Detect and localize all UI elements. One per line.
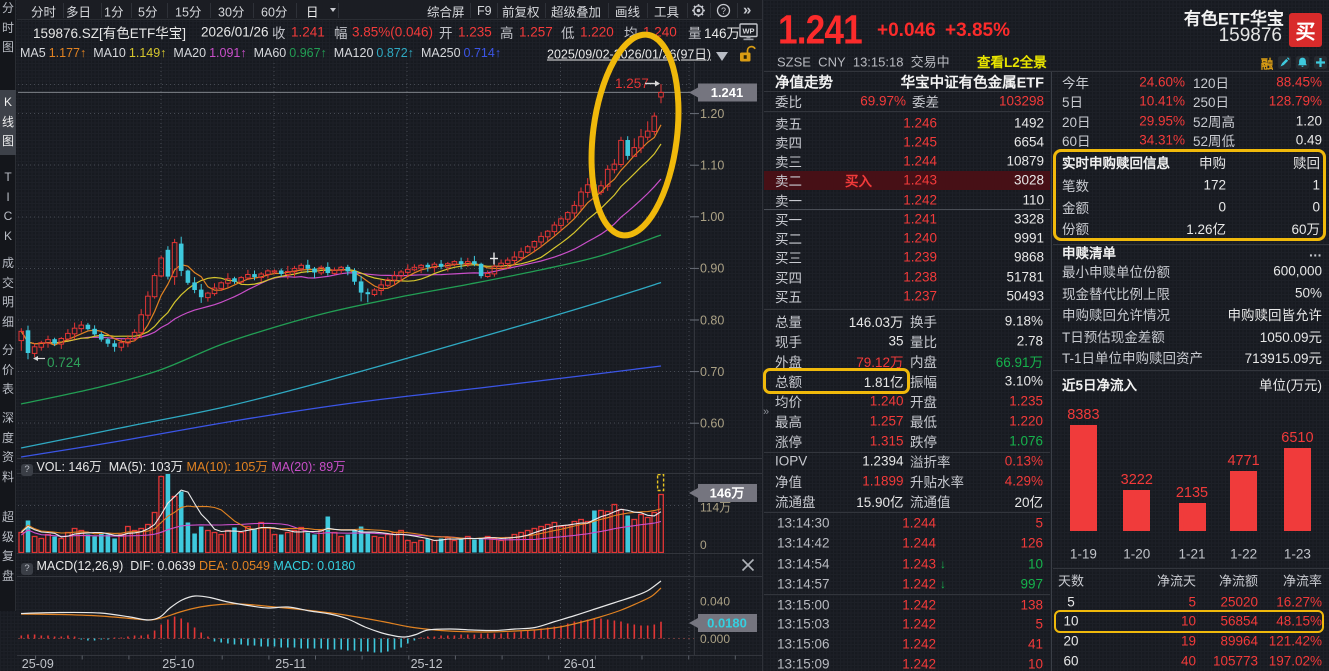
svg-text:0.040: 0.040 [700,595,730,609]
svg-text:1.257: 1.257 [615,76,649,91]
svg-text:1.20: 1.20 [700,107,724,121]
svg-text:25-11: 25-11 [275,657,306,671]
svg-text:0.90: 0.90 [700,262,724,276]
svg-text:25-12: 25-12 [411,657,443,671]
svg-text:25-09: 25-09 [22,657,54,671]
svg-text:26-01: 26-01 [564,657,596,671]
svg-text:0.0180: 0.0180 [707,616,747,631]
svg-text:?: ? [721,6,726,16]
svg-text:114万: 114万 [700,501,731,515]
svg-text:1.00: 1.00 [700,210,724,224]
svg-text:25-10: 25-10 [162,657,194,671]
svg-text:0.000: 0.000 [700,632,730,646]
svg-text:0.60: 0.60 [700,417,724,431]
svg-text:1.10: 1.10 [700,159,724,173]
svg-text:1.241: 1.241 [711,85,744,100]
svg-text:0: 0 [700,538,707,552]
svg-text:0.724: 0.724 [47,355,81,370]
svg-text:146万: 146万 [710,486,745,501]
svg-text:WP: WP [742,27,754,36]
svg-text:0.70: 0.70 [700,365,724,379]
svg-text:0.80: 0.80 [700,313,724,327]
